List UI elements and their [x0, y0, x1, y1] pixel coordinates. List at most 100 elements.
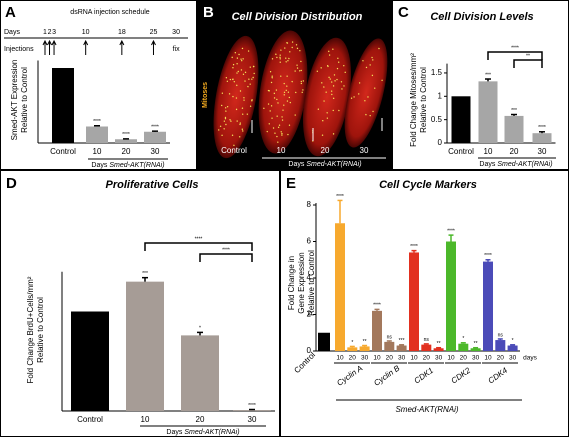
mitosis-dot [285, 89, 287, 92]
mitosis-dot [241, 47, 244, 50]
mitosis-dot [332, 48, 334, 50]
mitosis-dot [278, 124, 281, 126]
mitosis-dot [225, 123, 227, 126]
significance-label: **** [538, 125, 546, 131]
injection-arrow [83, 39, 89, 55]
mitosis-dot [235, 97, 238, 99]
mitosis-dot [369, 114, 371, 117]
injections-label: Injections [4, 46, 34, 53]
mitosis-dot [291, 80, 293, 83]
x-tick-label: 10 [277, 146, 286, 155]
mitosis-dot [223, 128, 225, 130]
bar [233, 410, 271, 411]
mitosis-dot [295, 91, 297, 94]
y-tick-label: 0.5 [431, 115, 443, 124]
mitosis-dot [243, 99, 245, 101]
mitosis-dot [300, 80, 303, 83]
significance-label: *** [142, 271, 148, 277]
x-tick-label: 20 [321, 146, 330, 155]
worm-body [302, 37, 352, 157]
day-label: 20 [349, 355, 357, 362]
mitosis-dot [331, 81, 333, 83]
mitosis-dot [242, 58, 244, 60]
mitosis-dot [300, 82, 303, 85]
significance-label: **** [93, 119, 101, 125]
mitosis-dot [332, 133, 335, 135]
mitosis-dot [286, 100, 289, 102]
error-bar [448, 234, 454, 242]
error-bar [411, 249, 417, 253]
panel-letter: A [5, 4, 16, 21]
mitosis-dot [239, 136, 241, 138]
day-label: 10 [82, 29, 90, 36]
mitosis-dot [232, 78, 234, 80]
worm [213, 35, 259, 159]
mitosis-dot [294, 70, 296, 72]
significance-label: **** [410, 244, 418, 250]
mitosis-dot [367, 96, 369, 98]
error-bar [539, 131, 545, 134]
y-axis-label: Fold Change in [287, 256, 296, 310]
mitosis-dot [239, 122, 241, 124]
mitosis-dot [247, 85, 249, 88]
error-bar [142, 276, 148, 282]
mitosis-dot [358, 82, 361, 84]
error-bar [349, 345, 355, 348]
significance-label: ** [437, 341, 441, 347]
day-label: 10 [484, 355, 492, 362]
mitosis-dot [329, 78, 331, 80]
mitosis-dot [365, 66, 368, 69]
mitosis-dot [223, 120, 226, 122]
mitosis-dot [236, 57, 239, 59]
significance-label: **** [248, 403, 256, 409]
significance-label: * [462, 336, 464, 342]
mitosis-dot [224, 117, 227, 120]
mitosis-dot [279, 54, 281, 56]
injection-arrow [51, 39, 57, 55]
mitosis-dot [281, 132, 283, 135]
mitosis-dot [296, 47, 299, 50]
panel-letter: C [398, 4, 409, 21]
injection-arrow [42, 39, 48, 55]
mitosis-dot [321, 134, 324, 136]
day-label: 20 [423, 355, 431, 362]
x-tick-label: Control [50, 147, 76, 156]
panel-letter: D [6, 175, 17, 192]
legend-label: CDK4 [486, 366, 509, 386]
error-bar [337, 199, 343, 224]
significance-label: * [351, 340, 353, 346]
day-label: 20 [460, 355, 468, 362]
mitosis-dot [236, 84, 238, 87]
bar [115, 139, 137, 143]
mitosis-dot [231, 56, 233, 59]
bar [451, 96, 471, 143]
mitosis-dot [277, 102, 279, 104]
mitosis-dot [253, 72, 255, 75]
error-bar [94, 125, 100, 127]
panel-letter: B [203, 4, 214, 21]
worm-body [344, 38, 388, 148]
bar [409, 252, 419, 351]
chart-title: Cell Division Levels [430, 11, 533, 23]
mitosis-dot [378, 47, 380, 50]
mitosis-dot [249, 105, 252, 107]
x-group-label: Days Smed-AKT(RNAi) [166, 429, 239, 436]
error-bar [152, 130, 158, 132]
mitosis-dot [326, 117, 329, 119]
mitosis-dot [246, 113, 249, 115]
significance-label: *** [399, 338, 405, 344]
bracket-label: **** [511, 45, 519, 51]
x-group-prefix: Days [166, 429, 182, 436]
chart-title: Cell Division Distribution [232, 11, 363, 23]
mitosis-dot [243, 97, 245, 99]
mitosis-dot [242, 73, 245, 75]
mitosis-dot [374, 87, 376, 89]
mitosis-dot [234, 51, 237, 54]
mitosis-dot [328, 50, 330, 53]
bar [384, 341, 395, 351]
mitosis-dot [294, 114, 296, 116]
x-tick-label: Control [448, 147, 474, 156]
day-label: 20 [497, 355, 505, 362]
x-group-label: Days Smed-AKT(RNAi) [288, 161, 361, 168]
bar [495, 340, 506, 351]
